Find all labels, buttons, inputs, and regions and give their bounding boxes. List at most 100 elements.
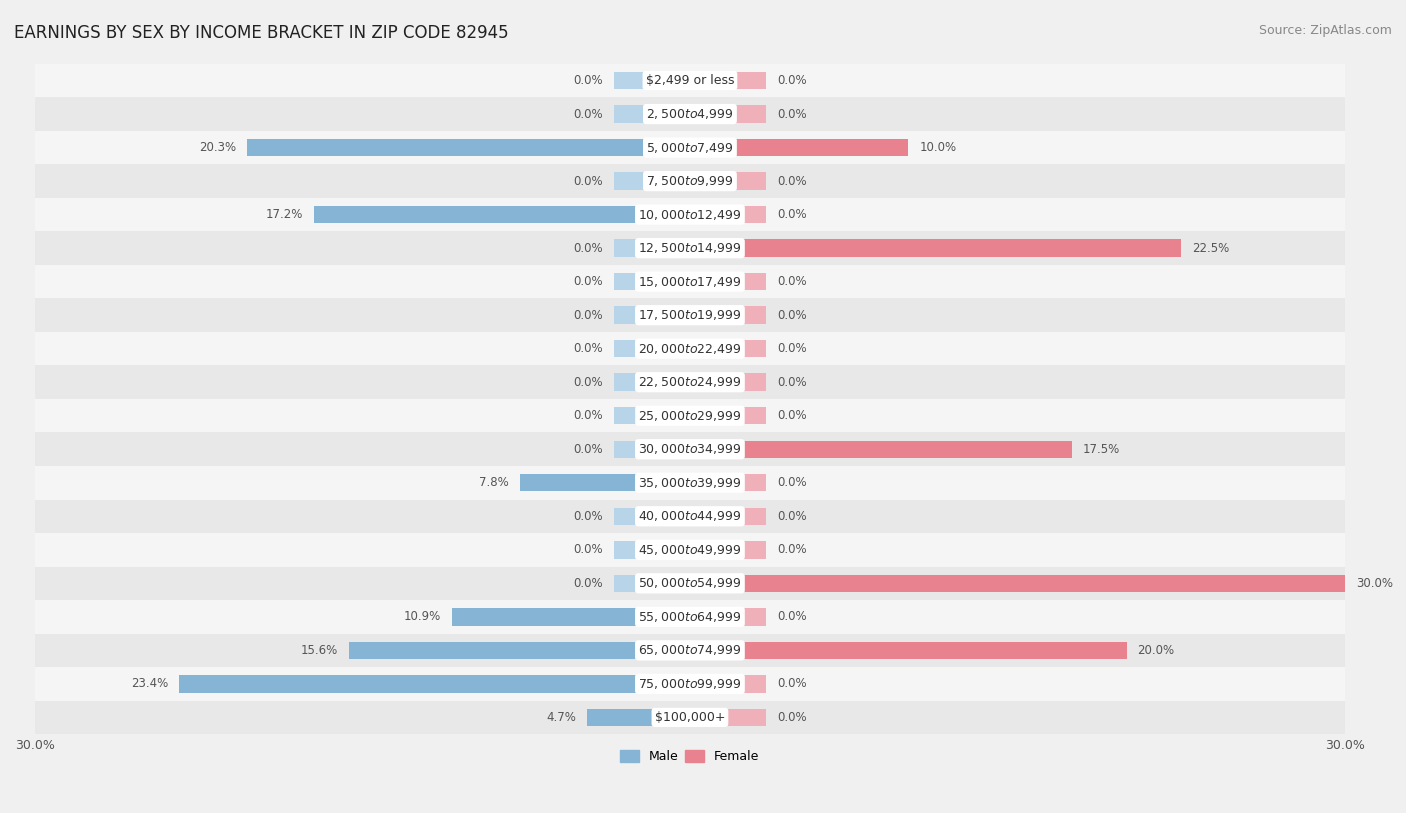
Bar	[520, 474, 690, 492]
Bar	[613, 608, 690, 625]
Bar	[690, 139, 908, 156]
Bar	[35, 567, 1346, 600]
Text: $5,000 to $7,499: $5,000 to $7,499	[647, 141, 734, 154]
Bar	[690, 441, 766, 458]
Bar	[35, 466, 1346, 499]
Bar	[690, 541, 766, 559]
Text: 0.0%: 0.0%	[574, 342, 603, 355]
Text: 0.0%: 0.0%	[778, 611, 807, 624]
Text: $17,500 to $19,999: $17,500 to $19,999	[638, 308, 742, 322]
Text: 0.0%: 0.0%	[574, 74, 603, 87]
Bar	[690, 575, 766, 592]
Bar	[35, 499, 1346, 533]
Bar	[613, 507, 690, 525]
Bar	[179, 675, 690, 693]
Bar	[690, 608, 766, 625]
Bar	[690, 575, 1346, 592]
Text: $75,000 to $99,999: $75,000 to $99,999	[638, 677, 742, 691]
Bar	[35, 164, 1346, 198]
Bar	[35, 433, 1346, 466]
Bar	[690, 507, 766, 525]
Bar	[35, 633, 1346, 667]
Bar	[690, 172, 766, 189]
Text: $55,000 to $64,999: $55,000 to $64,999	[638, 610, 742, 624]
Bar	[35, 232, 1346, 265]
Text: 0.0%: 0.0%	[574, 543, 603, 556]
Text: 0.0%: 0.0%	[778, 175, 807, 188]
Bar	[35, 63, 1346, 98]
Text: 0.0%: 0.0%	[574, 443, 603, 456]
Text: $2,499 or less: $2,499 or less	[645, 74, 734, 87]
Text: 0.0%: 0.0%	[574, 241, 603, 254]
Text: $22,500 to $24,999: $22,500 to $24,999	[638, 376, 742, 389]
Text: 0.0%: 0.0%	[778, 275, 807, 288]
Bar	[613, 172, 690, 189]
Bar	[349, 641, 690, 659]
Text: 0.0%: 0.0%	[574, 107, 603, 120]
Text: 23.4%: 23.4%	[131, 677, 169, 690]
Text: 20.0%: 20.0%	[1137, 644, 1174, 657]
Text: $10,000 to $12,499: $10,000 to $12,499	[638, 207, 742, 222]
Bar	[35, 701, 1346, 734]
Bar	[451, 608, 690, 625]
Text: EARNINGS BY SEX BY INCOME BRACKET IN ZIP CODE 82945: EARNINGS BY SEX BY INCOME BRACKET IN ZIP…	[14, 24, 509, 42]
Text: $25,000 to $29,999: $25,000 to $29,999	[638, 409, 741, 423]
Text: $45,000 to $49,999: $45,000 to $49,999	[638, 543, 742, 557]
Bar	[690, 139, 766, 156]
Bar	[690, 474, 766, 492]
Bar	[613, 106, 690, 123]
Bar	[690, 206, 766, 224]
Bar	[690, 340, 766, 358]
Text: 17.5%: 17.5%	[1083, 443, 1121, 456]
Text: $12,500 to $14,999: $12,500 to $14,999	[638, 241, 742, 255]
Text: 22.5%: 22.5%	[1192, 241, 1229, 254]
Text: 0.0%: 0.0%	[778, 409, 807, 422]
Bar	[690, 307, 766, 324]
Bar	[35, 298, 1346, 332]
Text: 0.0%: 0.0%	[778, 543, 807, 556]
Text: 15.6%: 15.6%	[301, 644, 339, 657]
Text: 0.0%: 0.0%	[574, 175, 603, 188]
Text: 0.0%: 0.0%	[574, 409, 603, 422]
Bar	[35, 366, 1346, 399]
Bar	[690, 441, 1071, 458]
Bar	[588, 709, 690, 726]
Text: 10.0%: 10.0%	[920, 141, 956, 154]
Bar	[613, 206, 690, 224]
Text: $30,000 to $34,999: $30,000 to $34,999	[638, 442, 742, 456]
Bar	[690, 709, 766, 726]
Bar	[613, 641, 690, 659]
Text: $2,500 to $4,999: $2,500 to $4,999	[647, 107, 734, 121]
Bar	[613, 541, 690, 559]
Bar	[690, 407, 766, 424]
Bar	[35, 98, 1346, 131]
Text: 0.0%: 0.0%	[778, 208, 807, 221]
Bar	[613, 709, 690, 726]
Bar	[613, 72, 690, 89]
Bar	[35, 332, 1346, 366]
Bar	[690, 72, 766, 89]
Bar	[613, 139, 690, 156]
Bar	[690, 641, 766, 659]
Legend: Male, Female: Male, Female	[616, 745, 765, 768]
Bar	[613, 340, 690, 358]
Text: 0.0%: 0.0%	[574, 376, 603, 389]
Text: $7,500 to $9,999: $7,500 to $9,999	[647, 174, 734, 188]
Text: 0.0%: 0.0%	[778, 74, 807, 87]
Bar	[35, 399, 1346, 433]
Text: 0.0%: 0.0%	[778, 342, 807, 355]
Bar	[35, 131, 1346, 164]
Text: 0.0%: 0.0%	[778, 677, 807, 690]
Bar	[35, 533, 1346, 567]
Text: 0.0%: 0.0%	[574, 275, 603, 288]
Text: 0.0%: 0.0%	[778, 107, 807, 120]
Text: 17.2%: 17.2%	[266, 208, 304, 221]
Bar	[690, 373, 766, 391]
Text: $100,000+: $100,000+	[655, 711, 725, 724]
Bar	[690, 106, 766, 123]
Bar	[690, 641, 1126, 659]
Bar	[613, 273, 690, 290]
Text: $50,000 to $54,999: $50,000 to $54,999	[638, 576, 742, 590]
Bar	[35, 198, 1346, 232]
Text: $20,000 to $22,499: $20,000 to $22,499	[638, 341, 742, 356]
